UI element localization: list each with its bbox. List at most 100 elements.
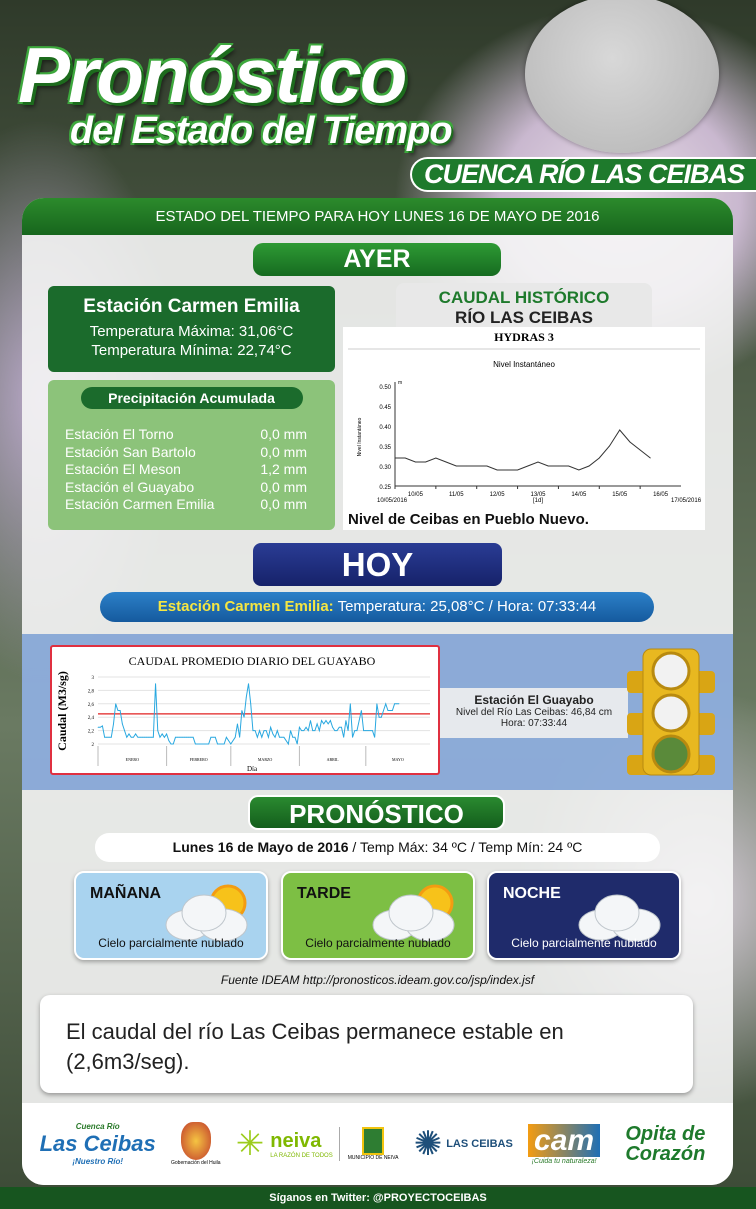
- caudal-point: [102, 725, 103, 727]
- hydras-point: [629, 441, 631, 443]
- caudal-point: [356, 730, 358, 731]
- hydras-point: [527, 465, 529, 467]
- caudal-point: [287, 743, 289, 745]
- caudal-point: [117, 710, 119, 711]
- caudal-point: [243, 716, 245, 718]
- date-header: ESTADO DEL TIEMPO PARA HOY LUNES 16 DE M…: [22, 198, 733, 235]
- hydras-x-tick: 13/05: [530, 492, 546, 498]
- caudal-point: [126, 736, 128, 738]
- guayabo-level: Nivel del Río Las Ceibas: 46,84 cm: [455, 707, 613, 718]
- caudal-point: [150, 736, 152, 738]
- precip-value: 0,0 mm: [260, 443, 307, 460]
- caudal-title: CAUDAL PROMEDIO DIARIO DEL GUAYABO: [129, 654, 376, 668]
- caudal-point: [179, 736, 181, 738]
- hydras-point: [639, 449, 641, 451]
- poster-title: Pronóstico: [18, 31, 407, 119]
- caudal-point: [157, 730, 159, 731]
- caudal-point: [389, 710, 391, 711]
- guayabo-info: Estación El Guayabo Nivel del Río Las Ce…: [440, 688, 628, 738]
- hydras-x-tick: 16/05: [653, 492, 669, 498]
- hydras-x-tick: 15/05: [612, 492, 628, 498]
- cloud-icon: [578, 894, 661, 942]
- caudal-y-tick: 2,6: [88, 703, 95, 708]
- caudal-point: [347, 730, 349, 731]
- message-box: El caudal del río Las Ceibas permanece e…: [40, 995, 693, 1093]
- hydras-point: [415, 461, 416, 463]
- caudal-y-tick: 2,2: [88, 730, 95, 735]
- precip-row: Estación El Meson 1,2 mm: [48, 461, 335, 479]
- caudal-y-tick: 3: [92, 676, 95, 681]
- logo-las-ceibas: Cuenca Río Las Ceibas ¡Nuestro Río!: [39, 1122, 156, 1166]
- caudal-point: [398, 703, 400, 705]
- hydras-point: [619, 429, 621, 431]
- logo-opita: Opita de Corazón: [625, 1123, 706, 1165]
- caudal-point: [201, 743, 203, 745]
- hydras-caption: Nivel de Ceibas en Pueblo Nuevo.: [348, 511, 589, 528]
- caudal-point: [237, 723, 238, 725]
- hydras-point: [425, 461, 427, 463]
- guayabo-name: Estación El Guayabo: [474, 693, 594, 707]
- caudal-point: [197, 743, 199, 745]
- caudal-point: [268, 736, 269, 738]
- caudal-point: [367, 730, 369, 731]
- period-desc: Cielo parcialmente nublado: [98, 936, 244, 950]
- caudal-point: [199, 743, 201, 745]
- caudal-point: [270, 726, 272, 728]
- caudal-point: [141, 736, 143, 738]
- current-reading: Temperatura: 25,08°C / Hora: 07:33:44: [333, 598, 597, 615]
- hydras-y-tick: 0.25: [379, 485, 391, 491]
- caudal-point: [144, 736, 145, 738]
- footer-twitter[interactable]: Síganos en Twitter: @PROYECTOCEIBAS: [0, 1187, 756, 1209]
- caudal-point: [334, 730, 336, 731]
- caudal-point: [172, 743, 174, 745]
- caudal-point: [135, 733, 137, 735]
- caudal-point: [330, 720, 331, 721]
- precip-station: Estación El Torno: [65, 426, 174, 442]
- partner-logos: Cuenca Río Las Ceibas ¡Nuestro Río! Gobern…: [22, 1103, 733, 1185]
- hydras-y-label: Nivel Instantáneo: [357, 417, 363, 456]
- historic-flow-label: CAUDAL HISTÓRICO RÍO LAS CEIBAS: [396, 283, 652, 329]
- main-card: ESTADO DEL TIEMPO PARA HOY LUNES 16 DE M…: [22, 198, 733, 1185]
- station-yesterday-box: Estación Carmen Emilia Temperatura Máxim…: [48, 286, 335, 372]
- caudal-point: [159, 736, 161, 738]
- caudal-point: [358, 720, 360, 721]
- precip-station: Estación Carmen Emilia: [65, 496, 215, 512]
- caudal-point: [378, 716, 380, 718]
- poster-subtitle: del Estado del Tiempo: [70, 110, 453, 152]
- caudal-point: [316, 723, 318, 725]
- precip-value: 0,0 mm: [260, 426, 307, 442]
- hydras-point: [404, 457, 406, 459]
- caudal-y-tick: 2: [92, 743, 95, 748]
- hydras-point: [609, 445, 610, 447]
- caudal-point: [336, 730, 338, 731]
- logo-neiva: ✳ neiva LA RAZÓN DE TODOS MUNICIPIO DE NEI…: [235, 1125, 399, 1163]
- forecast-card-mañana: MAÑANA Cielo parcialmente nublado: [74, 871, 268, 960]
- caudal-point: [219, 743, 221, 745]
- forecast-card-tarde: TARDE Cielo parcialmente nublado: [281, 871, 475, 960]
- pronostico-label: PRONÓSTICO: [248, 795, 505, 830]
- logo-ceibas-empresa: ✺ LAS CEIBAS: [413, 1125, 513, 1163]
- caudal-y-tick: 2,8: [88, 689, 95, 694]
- hydras-point: [537, 461, 539, 463]
- precip-row: Estación Carmen Emilia 0,0 mm: [48, 496, 335, 514]
- caudal-point: [372, 730, 373, 731]
- logo-huila: Gobernación del Huila: [171, 1122, 221, 1166]
- caudal-point: [272, 733, 274, 735]
- historic-line2: RÍO LAS CEIBAS: [455, 308, 593, 327]
- hydras-x-start: 10/05/2016: [377, 498, 408, 504]
- caudal-point: [194, 743, 196, 745]
- caudal-point: [146, 736, 148, 738]
- caudal-y-label: Caudal (M3/sg): [55, 671, 69, 751]
- caudal-month-label: ABRIL: [327, 757, 340, 762]
- precip-value: 0,0 mm: [260, 496, 307, 512]
- caudal-point: [254, 730, 256, 731]
- period-label: MAÑANA: [90, 885, 162, 902]
- caudal-point: [343, 736, 345, 738]
- caudal-point: [365, 730, 367, 731]
- caudal-month-label: MARZO: [258, 757, 273, 762]
- caudal-point: [133, 736, 134, 738]
- caudal-point: [155, 683, 156, 685]
- hydras-title: HYDRAS 3: [494, 330, 554, 344]
- caudal-point: [259, 730, 260, 731]
- hydras-point: [598, 457, 600, 459]
